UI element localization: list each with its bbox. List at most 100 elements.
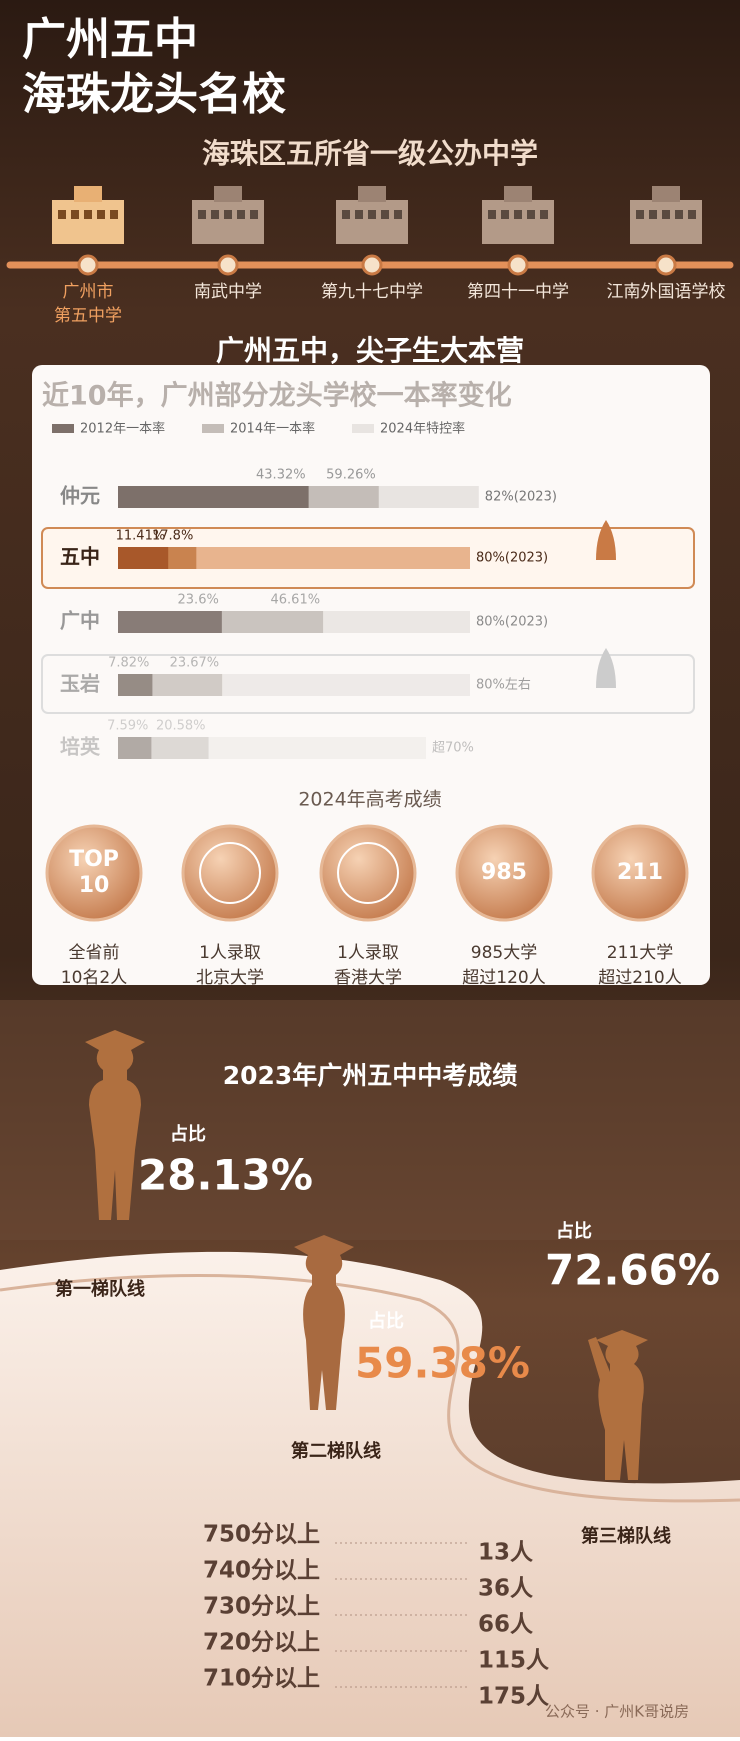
window [198,210,206,219]
badge [45,824,143,922]
chart-title: 近10年，广州部分龙头学校一本率变化 [42,380,512,412]
score-count: 66人 [478,1612,534,1638]
badge-caption: 香港大学 [334,968,402,988]
category-label: 广中 [60,609,100,633]
school-name: 第五中学 [54,306,122,326]
value-label: 17.8% [152,529,193,544]
value-label: 超70% [432,741,474,756]
badge-text: 985 [481,860,527,885]
zhongkao-title: 2023年广州五中中考成绩 [223,1061,518,1090]
watermark: 公众号 · 广州K哥说房 [545,1703,689,1721]
category-label: 五中 [60,545,100,569]
rocket [596,648,616,688]
value-label: 43.32% [256,468,306,483]
window [688,210,696,219]
window [97,210,105,219]
value-label: 80%(2023) [476,551,548,566]
timeline-dot [361,254,383,276]
window [237,210,245,219]
building-top [358,186,386,202]
legend-swatch [202,424,224,433]
tier-percent: 28.13% [138,1151,313,1200]
title-line: 广州五中 [22,14,198,65]
window [381,210,389,219]
score-count: 115人 [478,1648,550,1674]
badge-logo [337,842,399,904]
book-edge [0,1274,740,1503]
building [630,200,702,244]
graduate-1 [85,1030,145,1220]
book [0,1251,740,1737]
window [675,210,683,219]
badge-caption: 211大学 [607,943,673,963]
window [368,210,376,219]
value-label: 23.6% [178,593,219,608]
legend-label: 2014年一本率 [230,421,315,437]
tier-label: 占比 [170,1123,206,1145]
tier-line: 第三梯队线 [581,1525,671,1547]
bar [118,737,426,759]
gaokao-title: 2024年高考成绩 [298,789,441,811]
bar [118,737,152,759]
window [394,210,402,219]
tier-label: 占比 [556,1220,592,1242]
badge [591,824,689,922]
value-label: 80%(2023) [476,615,548,630]
window [71,210,79,219]
badge-logo [199,842,261,904]
window [514,210,522,219]
badge-caption: 超过120人 [462,968,545,988]
building [192,200,264,244]
tier-line: 第一梯队线 [55,1278,145,1300]
value-label: 23.67% [170,656,220,671]
building [52,200,124,244]
category-label: 培英 [60,735,101,759]
badge-caption: 超过210人 [598,968,681,988]
score-label: 710分以上 [203,1666,320,1692]
section-title: 广州五中，尖子生大本营 [216,334,524,367]
building-top [652,186,680,202]
legend-label: 2012年一本率 [80,421,165,437]
badge [181,824,279,922]
badge-text: 211 [617,860,663,885]
window [488,210,496,219]
score-label: 730分以上 [203,1594,320,1620]
tier-percent: 59.38% [355,1339,530,1388]
badge-caption: 10名2人 [61,968,127,988]
window [662,210,670,219]
badge [319,824,417,922]
score-count: 175人 [478,1684,550,1710]
badge-text: 10 [79,873,110,898]
school-name: 第九十七中学 [321,282,423,302]
window [501,210,509,219]
school-name: 南武中学 [194,282,262,302]
score-count: 36人 [478,1576,534,1602]
legend-swatch [52,424,74,433]
category-label: 仲元 [60,484,100,508]
timeline-dot [217,254,239,276]
building [336,200,408,244]
value-label: 11.41% [116,529,166,544]
building-top [214,186,242,202]
window [58,210,66,219]
window [342,210,350,219]
building [482,200,554,244]
bar [118,547,470,569]
school-name: 广州市 [63,282,114,302]
category-label: 玉岩 [60,672,100,696]
legend-swatch [352,424,374,433]
badge [455,824,553,922]
legend-label: 2024年特控率 [380,421,465,437]
value-label: 80%左右 [476,678,531,693]
timeline-dot [77,254,99,276]
badge-caption: 1人录取 [199,943,261,963]
timeline-dot [655,254,677,276]
badge-text: TOP [69,847,119,872]
title-line: 海珠龙头名校 [22,69,286,120]
score-label: 740分以上 [203,1558,320,1584]
building-top [504,186,532,202]
rocket [596,520,616,560]
window [110,210,118,219]
